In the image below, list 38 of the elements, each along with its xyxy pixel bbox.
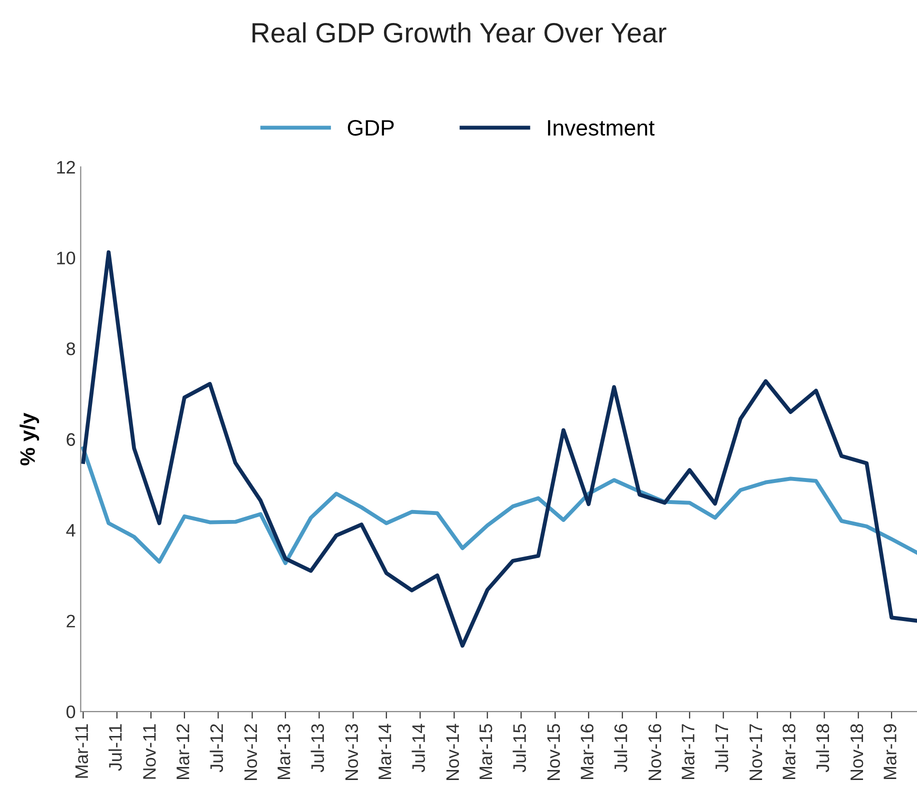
x-tick-label: Jul-16 [614,724,628,772]
x-tick-label: Nov-14 [446,724,460,780]
y-tick-label: 0 [66,705,76,718]
x-tick-label: Nov-13 [345,724,358,780]
legend-label: GDP [348,120,394,136]
y-tick-label: 6 [66,433,76,446]
x-tick-label: Nov-16 [648,724,662,780]
x-tick-label: Jul-14 [412,724,425,772]
y-axis-title: % y/y [20,412,40,466]
x-tick-label: Jul-15 [512,724,526,772]
y-tick-label: 4 [66,524,76,537]
line-series [81,250,917,648]
x-tick-label: Mar-16 [580,724,594,780]
x-tick-label: Nov-18 [850,724,864,780]
x-tick-label: Mar-13 [277,724,290,780]
legend-label: Investment [548,120,655,136]
y-tick-label: 12 [57,160,75,174]
x-tick-label: Mar-19 [884,724,896,780]
x-tick-label: Jul-13 [310,724,324,772]
x-tick-label: Mar-14 [378,724,392,780]
y-tick-label: 10 [57,252,76,264]
x-tick-label: Jul-11 [108,724,122,771]
x-tick-label: Nov-11 [143,724,156,779]
x-tick-label: Nov-12 [244,724,258,780]
x-tick-label: Nov-15 [547,724,560,780]
y-tick-label: 8 [66,342,76,356]
x-tick-label: Mar-11 [75,724,88,778]
x-tick-label: Jul-17 [714,724,728,772]
x-tick-label: Mar-12 [176,724,190,780]
x-tick-label: Mar-15 [480,724,492,780]
x-tick-label: Nov-17 [750,724,762,780]
x-tick-label: Mar-18 [782,724,796,780]
x-tick-label: Mar-17 [682,724,694,780]
x-tick-label: Jul-12 [210,724,224,772]
chart-title: Real GDP Growth Year Over Year [252,22,666,43]
y-tick-label: 2 [66,614,75,628]
x-tick-label: Jul-18 [816,724,830,772]
line-series [81,446,917,566]
